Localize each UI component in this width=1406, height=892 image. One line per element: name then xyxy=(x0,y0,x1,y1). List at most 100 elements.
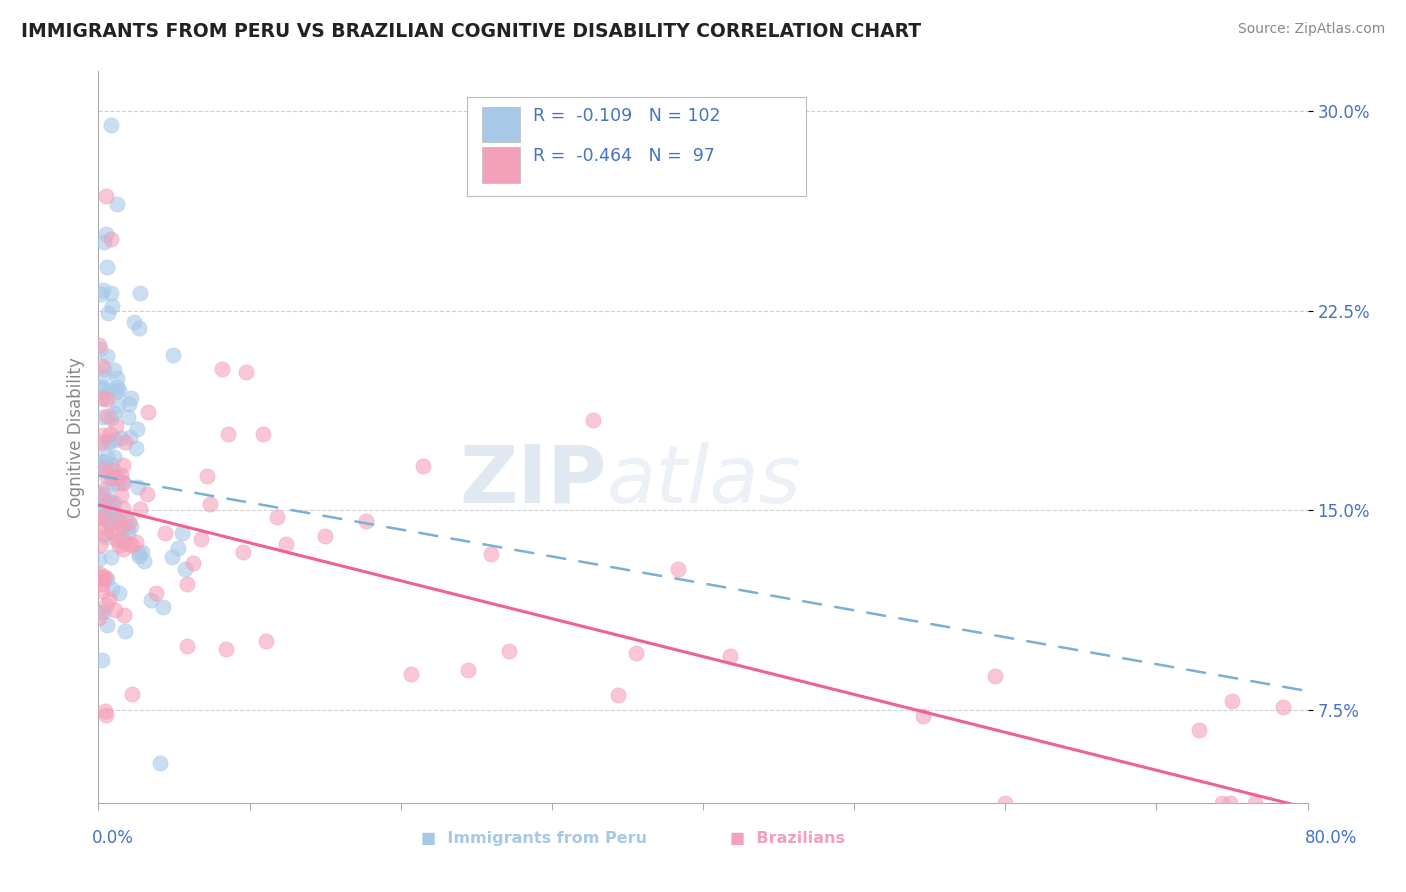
Point xyxy=(117,409,139,424)
Point xyxy=(235,365,257,379)
Point xyxy=(1211,796,1233,810)
Point xyxy=(141,593,163,607)
Point xyxy=(176,577,198,591)
Point xyxy=(105,197,128,211)
Text: IMMIGRANTS FROM PERU VS BRAZILIAN COGNITIVE DISABILITY CORRELATION CHART: IMMIGRANTS FROM PERU VS BRAZILIAN COGNIT… xyxy=(21,22,921,41)
Point xyxy=(110,467,132,482)
Text: R =  -0.464   N =  97: R = -0.464 N = 97 xyxy=(533,147,714,165)
Point xyxy=(190,532,212,546)
Point xyxy=(214,642,236,657)
Point xyxy=(266,510,288,524)
Point xyxy=(666,562,689,576)
Point xyxy=(994,796,1017,810)
Point xyxy=(121,687,143,701)
FancyBboxPatch shape xyxy=(482,107,520,143)
Point xyxy=(103,476,125,491)
Point xyxy=(93,235,115,249)
Point xyxy=(98,383,121,397)
Point xyxy=(96,469,118,483)
Text: ■  Immigrants from Peru: ■ Immigrants from Peru xyxy=(422,831,647,846)
Point xyxy=(105,512,128,526)
Point xyxy=(121,538,143,552)
Point xyxy=(114,624,136,639)
Point xyxy=(114,435,136,450)
Point xyxy=(89,538,111,552)
Point xyxy=(96,572,118,586)
Point xyxy=(118,536,141,550)
Point xyxy=(152,599,174,614)
Point xyxy=(114,511,136,525)
Point xyxy=(1272,700,1295,714)
Point xyxy=(87,491,110,506)
Text: atlas: atlas xyxy=(606,442,801,520)
Point xyxy=(145,586,167,600)
Point xyxy=(108,538,131,552)
Point xyxy=(104,602,127,616)
Point xyxy=(96,409,118,423)
Text: ■  Brazilians: ■ Brazilians xyxy=(730,831,845,846)
Point xyxy=(100,286,122,301)
Point xyxy=(498,644,520,658)
Point xyxy=(94,704,117,718)
Point xyxy=(87,552,110,566)
Point xyxy=(149,756,172,770)
Point xyxy=(101,582,124,597)
Point xyxy=(198,497,221,511)
Point xyxy=(94,512,117,526)
Point xyxy=(128,549,150,563)
Point xyxy=(94,527,117,541)
Point xyxy=(107,471,129,485)
Point xyxy=(232,545,254,559)
Point xyxy=(94,530,117,544)
Point xyxy=(97,493,120,508)
Point xyxy=(91,577,114,591)
Point xyxy=(176,640,198,654)
Point xyxy=(1188,723,1211,738)
Point xyxy=(103,507,125,521)
Point xyxy=(354,514,377,528)
Point xyxy=(90,572,112,586)
Point xyxy=(87,569,110,583)
Point xyxy=(107,476,129,491)
Point xyxy=(211,362,233,376)
Point xyxy=(120,519,142,533)
Point xyxy=(104,506,127,520)
Point xyxy=(103,363,125,377)
Point xyxy=(114,535,136,549)
Point xyxy=(112,475,135,489)
Point xyxy=(96,617,118,632)
Point xyxy=(1244,796,1267,810)
Point xyxy=(195,469,218,483)
Point xyxy=(607,688,630,702)
Point xyxy=(128,546,150,560)
Point xyxy=(412,458,434,473)
Point xyxy=(984,669,1007,683)
Point xyxy=(112,607,135,622)
Point xyxy=(96,496,118,510)
Point xyxy=(94,189,117,203)
Point xyxy=(117,525,139,540)
Point xyxy=(97,592,120,607)
Point xyxy=(97,434,120,449)
Point xyxy=(111,542,134,557)
Point xyxy=(172,526,194,541)
Point xyxy=(120,391,142,405)
Point xyxy=(90,391,112,405)
Point xyxy=(91,380,114,394)
Point xyxy=(91,428,114,442)
Point xyxy=(97,434,120,449)
Point xyxy=(912,709,935,723)
Point xyxy=(101,471,124,485)
Point xyxy=(105,380,128,394)
Point xyxy=(118,515,141,529)
Point xyxy=(104,433,127,447)
Text: Source: ZipAtlas.com: Source: ZipAtlas.com xyxy=(1237,22,1385,37)
Point xyxy=(107,515,129,529)
Point xyxy=(274,536,297,550)
Point xyxy=(160,549,183,564)
Point xyxy=(89,437,111,451)
Point xyxy=(314,528,336,542)
Point xyxy=(91,605,114,619)
Point xyxy=(100,550,122,565)
Point xyxy=(100,495,122,509)
